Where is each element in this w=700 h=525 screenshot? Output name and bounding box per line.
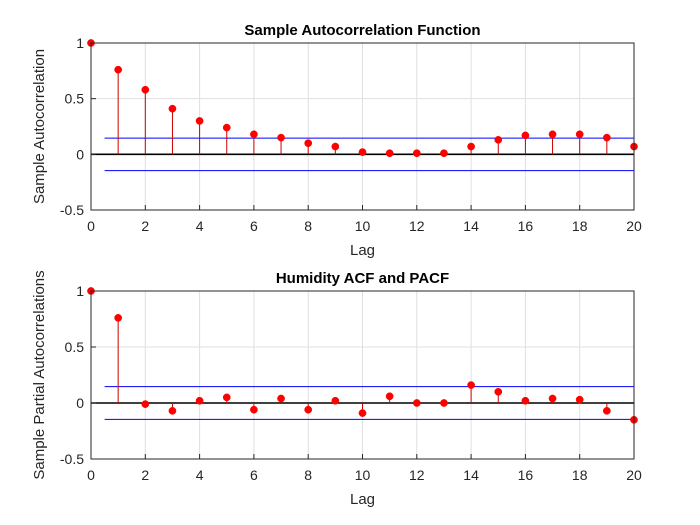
acf-marker-lag-14 [467, 142, 475, 151]
acf-marker-lag-4 [195, 117, 204, 125]
pacf-x-tick-label: 2 [141, 467, 149, 483]
pacf-marker-lag-9 [331, 396, 340, 405]
acf-marker-lag-8 [304, 139, 313, 148]
pacf-marker-lag-12 [412, 399, 421, 407]
pacf-x-tick-label: 14 [463, 467, 479, 483]
acf-x-tick-label: 4 [196, 218, 204, 234]
pacf-marker-lag-18 [575, 395, 584, 404]
pacf-y-tick-label: 1 [76, 283, 84, 299]
pacf-x-tick-label: 10 [355, 467, 371, 483]
pacf-marker-lag-2 [141, 400, 150, 408]
acf-marker-lag-7 [277, 133, 285, 142]
acf-x-tick-label: 12 [409, 218, 425, 234]
pacf-marker-lag-1 [114, 314, 123, 322]
acf-marker-lag-2 [141, 85, 150, 94]
acf-y-tick-label: 0 [76, 146, 84, 162]
acf-marker-lag-3 [168, 104, 177, 113]
pacf-y-tick-label: -0.5 [60, 451, 84, 467]
acf-x-tick-label: 2 [141, 218, 149, 234]
pacf-marker-lag-8 [304, 405, 313, 414]
acf-x-tick-label: 0 [87, 218, 95, 234]
acf-x-tick-label: 10 [355, 218, 371, 234]
acf-ylabel: Sample Autocorrelation [31, 49, 48, 204]
acf-marker-lag-16 [521, 131, 530, 140]
pacf-x-tick-label: 6 [250, 467, 258, 483]
acf-panel: 0 2 4 6 8 10 12 14 16 18 20-0.500.51 Sample Autoco… [31, 22, 642, 259]
pacf-xlabel: Lag [350, 491, 375, 508]
pacf-marker-lag-17 [548, 394, 557, 403]
pacf-x-tick-label: 12 [409, 467, 425, 483]
pacf-marker-lag-5 [222, 393, 231, 402]
pacf-marker-lag-19 [603, 406, 611, 415]
acf-marker-lag-9 [331, 142, 340, 151]
pacf-marker-lag-14 [467, 381, 475, 389]
pacf-ylabel: Sample Partial Autocorrelations [31, 270, 48, 479]
acf-marker-lag-5 [222, 123, 231, 132]
acf-marker-lag-17 [548, 130, 557, 139]
pacf-marker-lag-6 [250, 405, 258, 414]
pacf-y-tick-label: 0 [76, 395, 84, 411]
acf-marker-lag-12 [412, 149, 421, 158]
acf-axes-box [90, 42, 635, 211]
pacf-panel: 0 2 4 6 8 10 12 14 16 18 20-0.500.51 Humidity ACF … [31, 270, 642, 508]
acf-x-tick-label: 6 [250, 218, 258, 234]
acf-marker-lag-15 [494, 136, 503, 144]
acf-y-tick-label: 0.5 [65, 91, 85, 107]
acf-x-tick-label: 16 [518, 218, 534, 234]
pacf-x-tick-label: 18 [572, 467, 588, 483]
acf-y-tick-label: 1 [76, 35, 84, 51]
acf-x-tick-label: 20 [626, 218, 642, 234]
acf-marker-lag-1 [114, 65, 123, 74]
acf-marker-lag-18 [575, 130, 584, 139]
pacf-marker-lag-3 [168, 406, 177, 415]
acf-xlabel: Lag [350, 242, 375, 259]
pacf-axes-box [90, 290, 635, 460]
pacf-x-tick-label: 16 [518, 467, 534, 483]
pacf-x-tick-label: 0 [87, 467, 95, 483]
pacf-marker-lag-13 [440, 399, 448, 407]
acf-marker-lag-19 [603, 133, 611, 142]
pacf-y-tick-label: 0.5 [65, 339, 85, 355]
pacf-marker-lag-7 [277, 394, 285, 403]
pacf-marker-lag-11 [385, 392, 394, 401]
acf-marker-lag-10 [358, 148, 367, 156]
pacf-marker-lag-16 [521, 396, 530, 405]
acf-y-tick-label: -0.5 [60, 202, 84, 218]
acf-x-tick-label: 18 [572, 218, 588, 234]
pacf-x-tick-label: 8 [304, 467, 312, 483]
pacf-x-tick-label: 4 [196, 467, 204, 483]
acf-marker-lag-11 [385, 149, 394, 158]
acf-marker-lag-13 [440, 149, 448, 158]
acf-x-tick-label: 8 [304, 218, 312, 234]
pacf-x-tick-label: 20 [626, 467, 642, 483]
pacf-marker-lag-10 [358, 409, 367, 417]
pacf-marker-lag-15 [494, 387, 503, 396]
pacf-title: Humidity ACF and PACF [276, 270, 449, 287]
acf-x-tick-label: 14 [463, 218, 479, 234]
acf-title: Sample Autocorrelation Function [244, 22, 480, 39]
pacf-marker-lag-4 [195, 396, 204, 405]
acf-marker-lag-6 [250, 130, 258, 139]
